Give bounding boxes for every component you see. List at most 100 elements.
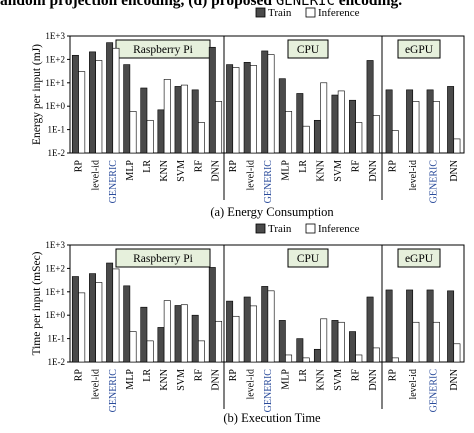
category-label: GENERIC [428, 369, 439, 413]
y-tick-label: 1E+0 [45, 310, 65, 320]
category-label: RP [387, 160, 398, 173]
bar-inference [198, 340, 205, 363]
bar-inference [391, 357, 399, 363]
group-title-box [287, 39, 329, 59]
category-label: MLP [280, 160, 291, 181]
bar-inference [95, 60, 103, 154]
category-label: RF [351, 160, 362, 173]
category-label: SVM [176, 160, 187, 182]
bar-train [157, 109, 165, 154]
bar-inference [163, 79, 171, 154]
y-tick-label: 1E+1 [45, 287, 65, 297]
category-label: level-id [91, 160, 102, 191]
bar-inference [129, 111, 137, 154]
bar-train [261, 50, 269, 154]
legend-inference-label: Inference [318, 7, 360, 19]
bar-train [140, 87, 148, 154]
bar-inference [250, 305, 257, 363]
bar-train [331, 94, 339, 154]
bar-inference [412, 101, 420, 154]
category-label: KNN [159, 369, 170, 391]
bar-train [123, 285, 131, 363]
y-axis-label: Time per input (mSec) [31, 251, 43, 355]
category-label: RP [228, 160, 239, 173]
group-title-box [115, 248, 211, 268]
group-title: Raspberry Pi [133, 44, 193, 56]
bar-train [313, 119, 321, 154]
bar-train [208, 46, 216, 154]
category-label: RF [193, 160, 204, 173]
bar-inference [129, 331, 137, 363]
legend-train-swatch [255, 7, 266, 18]
bar-train [89, 51, 96, 154]
bar-inference [453, 343, 461, 363]
category-label: KNN [316, 369, 327, 391]
header-generic-mono: GENERIC [275, 0, 335, 9]
bar-inference [180, 84, 188, 154]
bar-train [243, 62, 251, 154]
bar-inference [337, 321, 345, 363]
bar-train [89, 273, 96, 363]
bar-train [331, 320, 339, 363]
bar-train [208, 267, 216, 363]
bar-inference [78, 71, 86, 154]
bar-train [426, 89, 434, 154]
bar-train [191, 314, 199, 363]
category-label: RF [193, 369, 204, 382]
bar-inference [146, 340, 154, 363]
bar-train [261, 286, 269, 363]
bar-inference [232, 67, 240, 154]
category-label: DNN [368, 160, 379, 182]
bar-inference [320, 318, 328, 363]
y-tick-label: 1E-1 [48, 125, 66, 135]
group-title-box [397, 248, 441, 268]
category-label: level-id [245, 369, 256, 400]
chart-caption: (a) Energy Consumption [210, 205, 334, 219]
header-part2: encoding. [334, 0, 403, 9]
bar-inference [302, 357, 310, 363]
bar-inference [78, 292, 86, 363]
category-label: level-id [245, 160, 256, 191]
bar-train [313, 348, 321, 363]
category-label: LR [142, 369, 153, 382]
category-label: RP [387, 369, 398, 382]
bar-train [226, 300, 234, 363]
category-label: DNN [449, 369, 460, 391]
bar-train [296, 93, 304, 154]
bar-inference [232, 315, 240, 363]
legend-inference-label: Inference [318, 223, 360, 235]
bar-inference [432, 101, 440, 154]
bar-train [140, 306, 148, 363]
bar-inference [412, 321, 420, 363]
category-label: SVM [333, 369, 344, 391]
bar-train [366, 296, 374, 363]
bar-inference [372, 347, 380, 363]
bar-train [426, 289, 434, 363]
bar-inference [432, 321, 440, 363]
category-label: RP [228, 369, 239, 382]
bar-inference [146, 119, 154, 154]
bar-train [71, 54, 79, 154]
category-label: LR [142, 160, 153, 173]
y-axis-label: Energy per input (mJ) [31, 44, 43, 145]
group-title: Raspberry Pi [133, 253, 193, 265]
bar-train [406, 89, 414, 154]
legend-train-swatch [255, 223, 266, 234]
header-part1: andom projection encoding, (d) proposed [0, 0, 276, 9]
bar-inference [372, 115, 380, 154]
bar-train [385, 289, 393, 363]
bar-train [296, 338, 304, 363]
category-label: RF [351, 369, 362, 382]
y-tick-label: 1E-2 [48, 148, 66, 158]
bar-inference [391, 130, 399, 154]
bar-inference [112, 268, 120, 363]
bar-train [447, 86, 455, 154]
legend-inference-swatch [305, 7, 316, 18]
bar-train [243, 296, 251, 363]
group-title: eGPU [405, 44, 434, 56]
y-tick-label: 1E+2 [45, 263, 65, 273]
group-title: CPU [297, 253, 320, 265]
bar-inference [180, 304, 188, 363]
bar-train [174, 86, 182, 154]
